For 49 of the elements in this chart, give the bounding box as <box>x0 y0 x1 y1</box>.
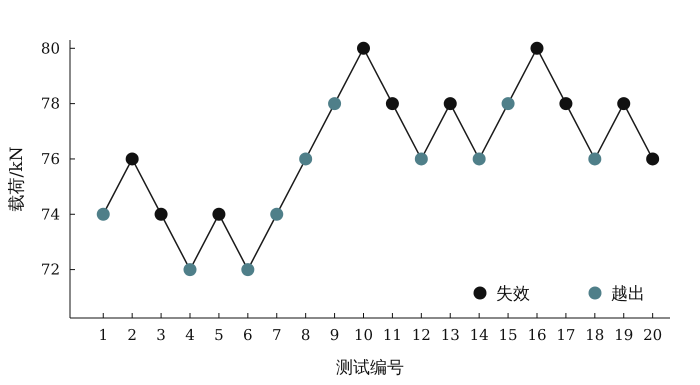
point <box>414 152 428 166</box>
x-tick-label: 15 <box>498 326 518 344</box>
x-tick-label: 1 <box>98 326 108 344</box>
x-tick-label: 2 <box>127 326 137 344</box>
x-tick-label: 13 <box>440 326 460 344</box>
x-tick-label: 17 <box>556 326 576 344</box>
point <box>502 97 515 110</box>
x-tick-label: 12 <box>412 326 431 344</box>
x-axis-title: 测试编号 <box>336 358 404 378</box>
point <box>184 263 196 276</box>
x-tick-label: 7 <box>272 326 282 344</box>
point <box>154 208 168 221</box>
x-tick-label: 20 <box>643 326 662 344</box>
x-tick-label: 14 <box>470 326 489 344</box>
point <box>126 152 139 166</box>
x-tick-label: 6 <box>243 326 253 344</box>
y-tick-label: 74 <box>40 205 60 224</box>
x-tick-label: 11 <box>382 326 402 344</box>
point <box>241 263 254 276</box>
point <box>530 42 544 55</box>
point <box>444 97 457 110</box>
y-tick-label: 80 <box>40 39 60 58</box>
point <box>299 152 312 166</box>
point <box>386 97 399 110</box>
point <box>328 97 342 110</box>
x-tick-label: 18 <box>585 326 604 344</box>
point <box>212 208 226 221</box>
y-axis-title: 载荷/kN <box>7 146 27 212</box>
point <box>588 152 602 166</box>
x-tick-label: 10 <box>354 326 374 344</box>
x-tick-label: 8 <box>300 326 310 344</box>
point <box>559 97 572 110</box>
x-tick-label: 9 <box>330 326 340 344</box>
y-tick-label: 72 <box>40 260 60 279</box>
point <box>270 208 284 221</box>
point <box>646 152 660 166</box>
legend-label: 越出 <box>611 284 645 304</box>
legend-label: 失效 <box>496 284 530 304</box>
y-tick-label: 76 <box>40 150 60 168</box>
point <box>472 152 486 166</box>
point <box>96 208 110 221</box>
point <box>356 42 370 55</box>
x-tick-label: 19 <box>614 326 634 344</box>
x-tick-label: 16 <box>527 326 547 344</box>
x-tick-label: 3 <box>156 326 166 344</box>
x-tick-label: 5 <box>214 326 224 344</box>
y-tick-label: 78 <box>40 94 60 113</box>
point <box>617 97 630 110</box>
x-tick-label: 4 <box>185 326 195 344</box>
